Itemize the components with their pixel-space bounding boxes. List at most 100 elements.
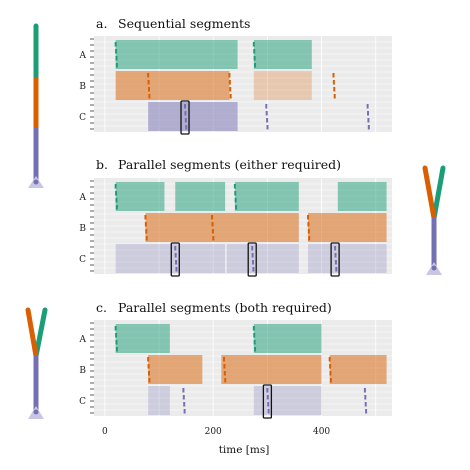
interval-bar (308, 244, 387, 273)
marker-dash (332, 80, 335, 85)
marker-dash (265, 111, 268, 116)
highlight-box (170, 242, 180, 277)
marker-dash (211, 222, 214, 227)
marker-dash (211, 215, 214, 220)
marker-dash (252, 42, 255, 47)
marker-dash (144, 215, 147, 220)
marker-dash (115, 333, 118, 338)
onset-marker (366, 104, 370, 130)
x-axis-label: time [ms] (219, 444, 270, 456)
marker-dash (147, 364, 150, 369)
marker-dash (148, 94, 151, 99)
interval-bar (148, 355, 203, 384)
marker-dash (115, 63, 118, 68)
interval-bar (253, 40, 312, 69)
onset-marker (363, 388, 368, 414)
interval-bar (337, 182, 387, 211)
highlight-box (262, 384, 273, 419)
marker-dash (115, 198, 118, 203)
marker-dash (147, 357, 150, 362)
marker-dash (252, 267, 255, 272)
onset-marker (114, 42, 118, 68)
marker-dash (148, 378, 151, 383)
row-label: A (79, 335, 87, 345)
onset-marker (144, 215, 148, 241)
marker-dash (184, 104, 187, 109)
marker-dash (115, 340, 118, 345)
marker-dash (266, 388, 269, 393)
marker-dash (365, 409, 368, 414)
marker-dash (147, 87, 150, 92)
marker-dash (175, 260, 178, 265)
interval-bar (308, 213, 387, 242)
row-label: C (79, 113, 86, 123)
row-label: B (79, 366, 86, 376)
onset-marker (228, 73, 232, 99)
onset-marker (307, 215, 311, 241)
marker-dash (307, 215, 310, 220)
onset-marker (147, 73, 151, 99)
row-label: C (79, 397, 86, 407)
marker-dash (229, 94, 232, 99)
marker-dash (265, 104, 268, 109)
marker-dash (367, 111, 370, 116)
marker-dash (253, 333, 256, 338)
marker-dash (174, 253, 177, 258)
marker-dash (253, 49, 256, 54)
panel-b-title-text: Parallel segments (either required) (118, 157, 341, 172)
marker-dash (183, 409, 186, 414)
onset-marker (211, 215, 215, 241)
marker-dash (329, 378, 332, 383)
marker-dash (114, 326, 117, 331)
marker-dash (233, 184, 236, 189)
onset-marker (114, 326, 118, 352)
panel-a-title: a. (96, 16, 107, 31)
marker-dash (144, 222, 147, 227)
marker-dash (174, 246, 177, 251)
row-label: A (79, 51, 87, 61)
onset-marker (266, 388, 270, 414)
onset-marker (334, 246, 338, 272)
marker-dash (147, 73, 150, 78)
onset-marker (252, 326, 257, 352)
marker-dash (307, 222, 310, 227)
interval-bar (234, 182, 299, 211)
marker-dash (308, 236, 311, 241)
marker-dash (114, 184, 117, 189)
marker-dash (234, 191, 237, 196)
marker-dash (184, 118, 187, 123)
marker-dash (364, 402, 367, 407)
marker-dash (212, 236, 215, 241)
marker-dash (145, 236, 148, 241)
marker-dash (235, 205, 238, 210)
interval-bar (226, 244, 299, 273)
marker-dash (307, 229, 310, 234)
interval-bar (115, 71, 230, 100)
marker-dash (334, 253, 337, 258)
fork-either-icon (422, 165, 446, 275)
fork-both-icon (25, 307, 48, 419)
marker-dash (147, 371, 150, 376)
highlight-box (180, 100, 190, 135)
marker-dash (267, 402, 270, 407)
interval-bar (221, 355, 322, 384)
interval-bar (115, 40, 238, 69)
x-tick-label: 0 (102, 427, 108, 437)
marker-dash (334, 246, 337, 251)
onset-marker (252, 42, 257, 68)
marker-dash (175, 267, 178, 272)
panel-c-title: c. (96, 300, 107, 315)
marker-dash (182, 395, 185, 400)
marker-dash (228, 80, 231, 85)
onset-marker (251, 246, 255, 272)
marker-dash (115, 205, 118, 210)
interval-bar (115, 324, 170, 353)
marker-dash (223, 364, 226, 369)
interval-bar (145, 213, 299, 242)
marker-dash (224, 378, 227, 383)
marker-dash (332, 73, 335, 78)
panel-c-title-text: Parallel segments (both required) (118, 300, 332, 315)
marker-dash (251, 246, 254, 251)
highlight-box (330, 242, 340, 277)
marker-dash (328, 357, 331, 362)
